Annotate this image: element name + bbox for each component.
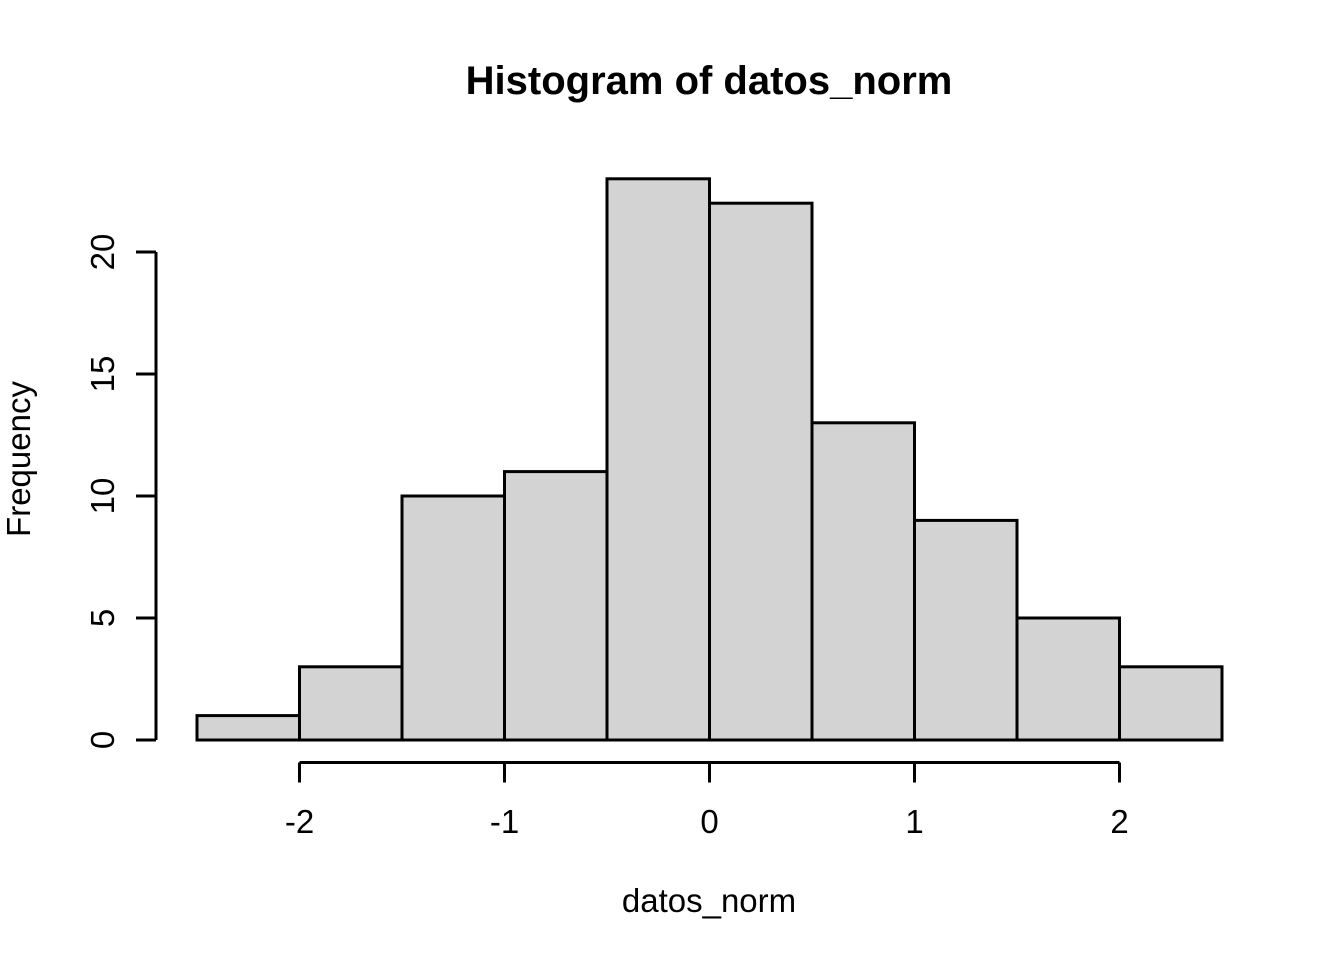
x-axis: -2 -1 0 1 2 (285, 761, 1129, 840)
histogram-bar (913, 518, 1019, 742)
histogram-bar (400, 494, 506, 742)
histogram-bars (195, 177, 1224, 742)
y-tick-label: 10 (84, 478, 121, 515)
y-axis: 0 5 10 15 20 (84, 234, 158, 749)
histogram-bar (1118, 665, 1224, 742)
x-tick-label: 1 (905, 803, 923, 840)
histogram-bar (195, 714, 301, 742)
y-tick-label: 20 (84, 234, 121, 271)
histogram-bar (605, 177, 711, 742)
histogram-bar (503, 470, 609, 742)
x-tick-label: 0 (700, 803, 718, 840)
y-tick-label: 0 (84, 731, 121, 749)
x-tick-label: -2 (285, 803, 314, 840)
x-axis-label: datos_norm (622, 882, 796, 919)
y-tick-label: 15 (84, 356, 121, 393)
y-tick-label: 5 (84, 609, 121, 627)
histogram-bar (810, 421, 916, 742)
x-tick-label: -1 (490, 803, 519, 840)
histogram-bar (298, 665, 404, 742)
x-tick-label: 2 (1110, 803, 1128, 840)
histogram-bar (1015, 616, 1121, 742)
y-axis-label: Frequency (0, 381, 37, 537)
chart-title: Histogram of datos_norm (466, 59, 953, 103)
histogram-bar (708, 201, 814, 742)
